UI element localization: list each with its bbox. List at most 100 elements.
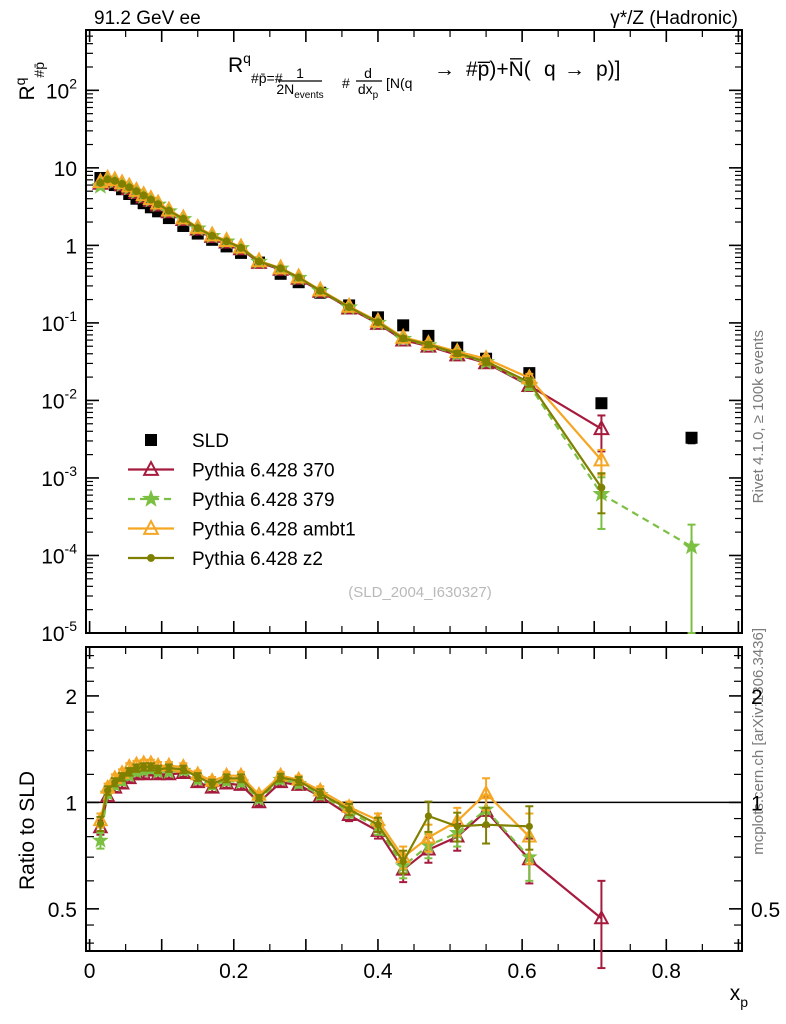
data-point [237, 243, 245, 252]
formula-mid-hash: # [342, 75, 350, 91]
y-tick-label-main: 10-5 [41, 618, 77, 646]
y-tick-label-ratio-left: 1 [65, 792, 77, 815]
data-point [118, 773, 126, 781]
data-point [597, 483, 606, 492]
data-point [453, 349, 462, 358]
data-point [255, 794, 263, 802]
y-tick-mantissa: 10 [41, 545, 64, 568]
x-tick-label: 0 [84, 960, 96, 983]
y-tick-mantissa: 1 [65, 235, 77, 258]
legend-item-pythia-6-428-z2[interactable]: Pythia 6.428 z2 [128, 549, 323, 570]
y-tick-label-main: 10-3 [41, 463, 77, 491]
x-tick-label: 0.4 [363, 960, 393, 983]
data-point [118, 179, 127, 188]
data-point [345, 303, 354, 312]
data-point [424, 812, 433, 820]
data-point [424, 340, 433, 349]
data-point [592, 419, 610, 436]
x-tick-label: 0.6 [508, 960, 537, 983]
y-tick-label-ratio-left: 0.5 [48, 899, 77, 922]
legend-item-pythia-6-428-379[interactable]: Pythia 6.428 379 [128, 489, 335, 511]
legend-marker [145, 434, 157, 446]
data-point [96, 178, 105, 187]
main-panel-frame [85, 29, 743, 634]
legend-item-sld[interactable]: SLD [145, 431, 229, 452]
data-point [399, 858, 407, 866]
mcplots-reference-label: mcplots.cern.ch [arXiv:1306.3436] [750, 628, 767, 855]
y-tick-exponent: -3 [65, 463, 78, 479]
formula-frac1-num: 1 [296, 65, 304, 81]
formula-bracket: [N(q [386, 75, 412, 91]
y-tick-mantissa: 10 [41, 468, 64, 491]
y-axis-label-ratio: Ratio to SLD [16, 771, 39, 890]
data-point [111, 778, 119, 786]
data-point [194, 773, 202, 781]
data-point [132, 764, 141, 772]
series-line [99, 768, 531, 868]
data-point [125, 768, 133, 776]
y-tick-mantissa: 10 [46, 80, 69, 103]
x-tick-label: 0.2 [219, 960, 248, 983]
y-tick-label-ratio-right: 0.5 [751, 899, 780, 922]
legend-marker [142, 459, 160, 476]
data-point [179, 214, 188, 223]
data-point [453, 822, 461, 831]
rivet-version-label: Rivet 4.1.0, ≥ 100k events [750, 330, 767, 503]
y-axis-label-main: Rq#p̄ [12, 62, 47, 101]
y-tick-label-main: 10-2 [41, 385, 77, 413]
legend-item-pythia-6-428-370[interactable]: Pythia 6.428 370 [128, 459, 335, 482]
y-tick-mantissa: 10 [41, 313, 64, 336]
header-process-label: γ*/Z (Hadronic) [610, 8, 738, 29]
y-axis-label-sup: q [12, 78, 28, 86]
series-line [99, 762, 531, 859]
watermark-group: (SLD_2004_I630327) [348, 584, 491, 601]
data-point [96, 820, 105, 828]
formula-frac1-den: 2Nevents [276, 81, 323, 101]
y-tick-label-main: 10 [54, 158, 77, 181]
data-point [685, 431, 698, 444]
data-point [595, 397, 608, 410]
formula-R-sup: q [243, 50, 251, 66]
legend: SLD Pythia 6.428 370 Pythia 6.428 379 Pythi… [128, 431, 356, 570]
y-tick-label-ratio-right: 2 [751, 686, 763, 709]
data-point [179, 765, 187, 773]
data-point [482, 821, 490, 829]
data-point [154, 765, 162, 773]
data-point [104, 786, 112, 795]
ratio-series-pythia-6-428-370 [92, 761, 610, 970]
formula-tail2: p)] [596, 58, 621, 81]
data-point [276, 264, 285, 273]
data-point [399, 334, 408, 343]
ratio-series-pythia-6-428-z2 [96, 762, 534, 875]
legend-item-pythia-6-428-ambt1[interactable]: Pythia 6.428 ambt1 [128, 518, 356, 541]
data-point [140, 763, 148, 771]
data-point [103, 175, 112, 184]
legend-label: Pythia 6.428 ambt1 [192, 520, 356, 541]
data-point [110, 176, 119, 185]
series-line [99, 177, 603, 461]
data-point [373, 318, 382, 327]
data-point [132, 187, 141, 196]
x-tick-label: 0.8 [652, 960, 681, 983]
formula-frac2-den: dxp [358, 81, 379, 101]
data-point [294, 273, 303, 282]
data-point [147, 763, 155, 771]
formula-frac1-den-sub: events [294, 90, 323, 101]
data-point [478, 784, 494, 800]
y-tick-exponent: -1 [65, 308, 78, 324]
y-tick-label-ratio-left: 2 [65, 686, 77, 709]
formula-arrow2: → [564, 58, 585, 81]
data-point [525, 822, 533, 831]
x-axis-label-main: x [730, 982, 741, 1005]
data-point [592, 450, 610, 467]
data-point [420, 828, 437, 844]
data-point [397, 319, 410, 332]
data-point [316, 286, 325, 295]
x-axis: 0 0.2 0.4 0.6 0.8xp [84, 30, 748, 1010]
formula-eq: =# [267, 70, 283, 86]
main-series-pythia-6-428-379 [91, 170, 701, 634]
legend-label: Pythia 6.428 370 [192, 461, 335, 482]
